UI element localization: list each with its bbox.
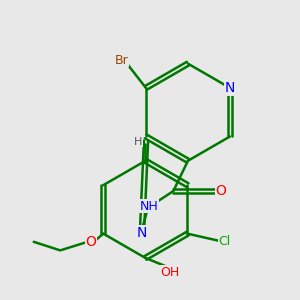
Text: OH: OH bbox=[160, 266, 179, 278]
Text: Cl: Cl bbox=[218, 235, 230, 248]
Text: O: O bbox=[85, 235, 96, 249]
Text: Br: Br bbox=[114, 54, 128, 67]
Text: N: N bbox=[136, 226, 147, 240]
Text: N: N bbox=[225, 81, 235, 95]
Text: O: O bbox=[215, 184, 226, 198]
Text: NH: NH bbox=[140, 200, 158, 213]
Text: H: H bbox=[134, 137, 142, 147]
